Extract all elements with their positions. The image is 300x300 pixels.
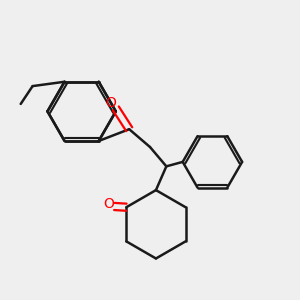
Text: O: O [103,196,114,211]
Text: O: O [105,96,116,110]
